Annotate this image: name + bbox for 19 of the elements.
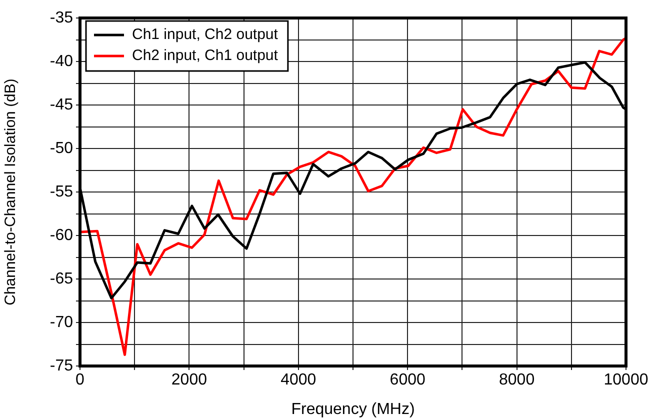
x-tick-label: 4000 <box>280 371 316 388</box>
y-axis-title: Channel-to-Channel Isolation (dB) <box>2 78 20 306</box>
legend-label: Ch2 input, Ch1 output <box>132 47 279 64</box>
y-tick-label: -60 <box>50 226 74 244</box>
y-tick-label: -45 <box>50 96 74 114</box>
x-tick-label: 10000 <box>604 371 648 388</box>
y-tick-label: -70 <box>50 314 74 331</box>
y-tick-label: -40 <box>50 52 74 70</box>
x-tick-label: 8000 <box>499 371 535 388</box>
legend-label: Ch1 input, Ch2 output <box>132 26 279 44</box>
y-tick-label: -55 <box>50 183 74 200</box>
x-tick-label: 2000 <box>171 371 208 388</box>
x-tick-label: 0 <box>76 371 85 388</box>
x-axis-title: Frequency (MHz) <box>291 400 415 418</box>
y-tick-label: -50 <box>50 140 74 157</box>
y-tick-label: -65 <box>50 270 74 288</box>
y-tick-label: -35 <box>50 9 74 26</box>
y-tick-label: -75 <box>50 357 74 374</box>
x-tick-label: 6000 <box>390 371 426 388</box>
